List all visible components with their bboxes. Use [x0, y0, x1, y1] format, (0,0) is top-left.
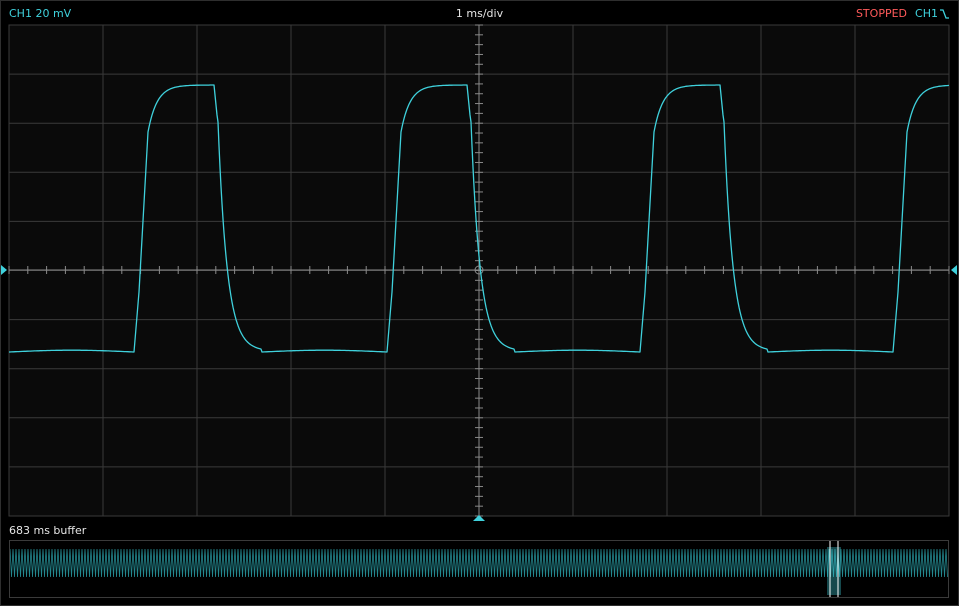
- falling-edge-icon[interactable]: [939, 5, 950, 23]
- scope-screen[interactable]: [0, 0, 959, 540]
- trigger-position-marker-icon[interactable]: [473, 515, 485, 521]
- timebase-label[interactable]: 1 ms/div: [455, 7, 504, 20]
- left-offset-marker-icon[interactable]: [1, 265, 7, 275]
- ch1-waveform-trace: [9, 84, 950, 353]
- center-axes: [8, 24, 950, 517]
- center-marker-icon: [474, 265, 484, 275]
- trigger-channel-label[interactable]: CH1: [915, 7, 938, 20]
- buffer-overview-trace: [9, 541, 948, 597]
- buffer-waveform-trace: [9, 548, 948, 578]
- run-status-label[interactable]: STOPPED: [855, 7, 907, 20]
- buffer-label: 683 ms buffer: [9, 524, 87, 537]
- buffer-overview[interactable]: [9, 540, 949, 598]
- top-status-bar: CH1 20 mV 1 ms/div STOPPED CH1: [0, 5, 959, 23]
- buffer-viewport-window[interactable]: [827, 547, 841, 595]
- right-trigger-level-marker-icon[interactable]: [951, 265, 957, 275]
- channel-scale-label[interactable]: CH1 20 mV: [9, 7, 72, 20]
